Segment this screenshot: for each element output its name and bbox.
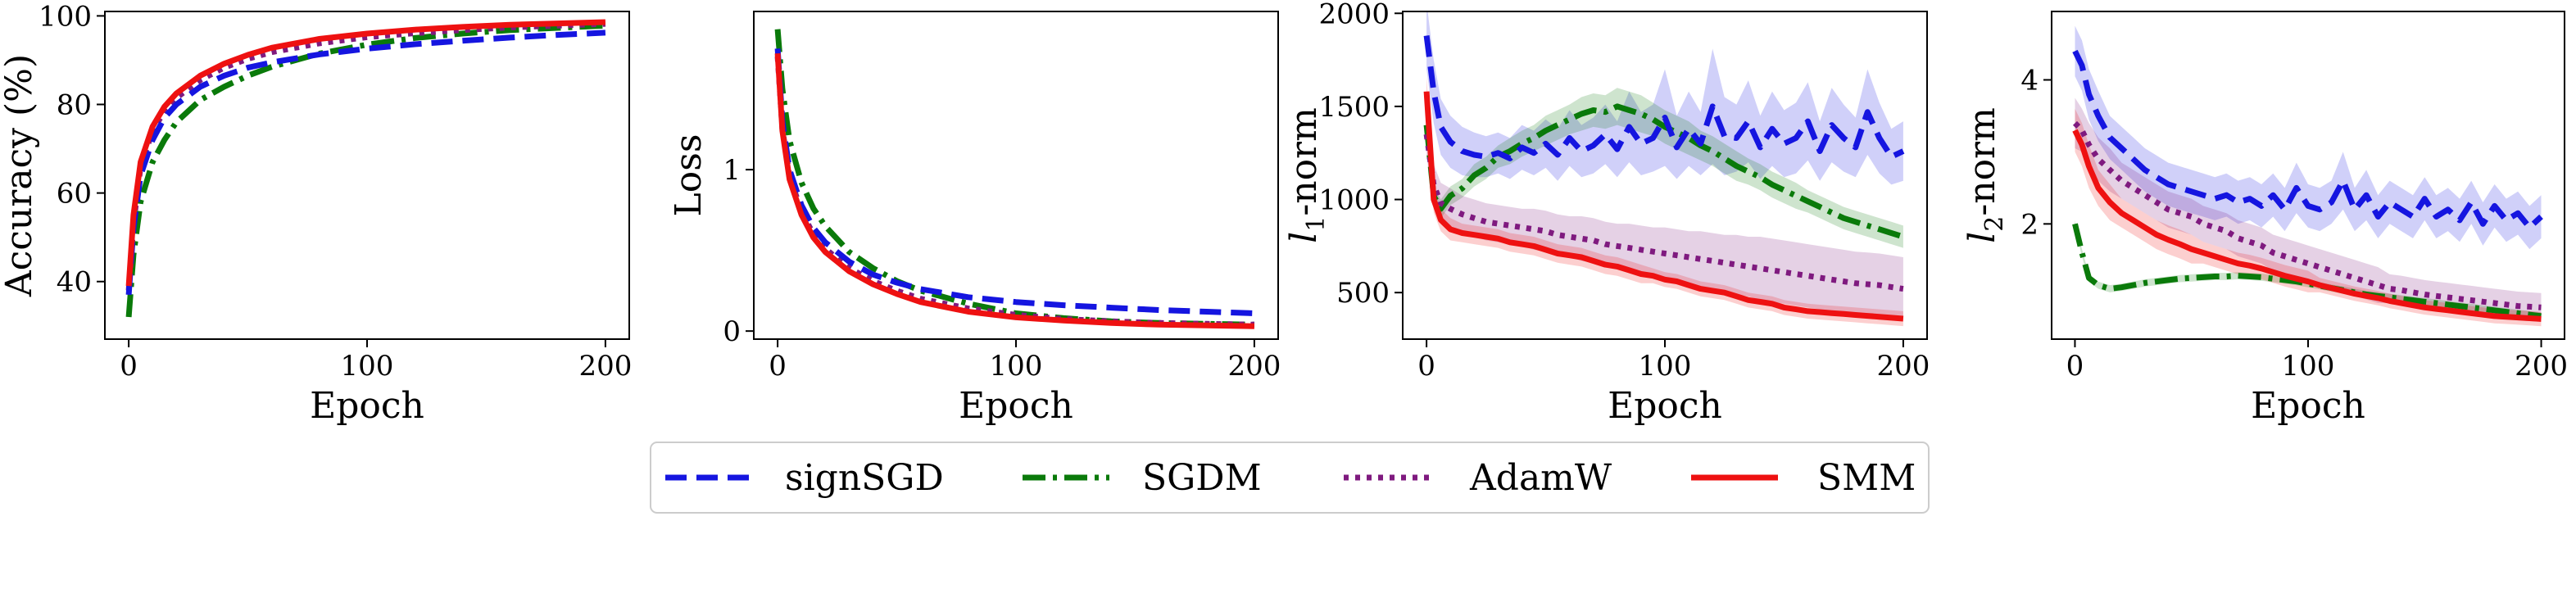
line-AdamW — [774, 56, 1254, 328]
line-SMM — [125, 19, 605, 287]
plot-area — [125, 19, 606, 318]
legend-frame — [650, 442, 1930, 514]
x-tick-label: 0 — [120, 350, 138, 383]
axes-frame — [104, 11, 630, 340]
x-axis-label: Epoch — [1608, 385, 1722, 427]
plot-area — [2072, 25, 2543, 327]
x-axis-label: Epoch — [2251, 385, 2365, 427]
line-signSGD — [774, 48, 1255, 316]
legend-label-AdamW: AdamW — [1469, 457, 1612, 499]
line-SGDM — [1423, 103, 1904, 240]
x-axis-label: Epoch — [310, 385, 424, 427]
x-axis-label: Epoch — [959, 385, 1073, 427]
line-signSGD — [125, 29, 606, 296]
x-tick-label: 200 — [578, 350, 632, 383]
line-signSGD — [2072, 49, 2543, 231]
line-AdamW — [125, 20, 606, 291]
y-axis-label: Loss — [668, 134, 710, 217]
line-signSGD — [1423, 35, 1905, 161]
x-tick-label: 0 — [2066, 350, 2084, 383]
legend-label-SGDM: SGDM — [1142, 457, 1262, 499]
x-tick-label: 200 — [1876, 350, 1930, 383]
line-SMM — [2072, 129, 2542, 322]
y-tick-label: 80 — [57, 89, 92, 122]
x-tick-label: 200 — [1227, 350, 1281, 383]
y-tick-label: 500 — [1336, 277, 1390, 310]
legend-label-signSGD: signSGD — [785, 457, 944, 499]
line-SMM — [774, 52, 1254, 329]
y-tick-label: 1000 — [1318, 184, 1390, 217]
x-tick-label: 100 — [2282, 350, 2335, 383]
x-tick-label: 200 — [2515, 350, 2568, 383]
y-tick-label: 1 — [723, 154, 741, 187]
y-tick-label: 2 — [2020, 208, 2039, 241]
line-AdamW — [2072, 120, 2542, 310]
y-axis-label: Accuracy (%) — [0, 54, 40, 297]
x-tick-label: 0 — [769, 350, 787, 383]
y-tick-label: 40 — [57, 266, 92, 299]
band-AdamW — [1426, 111, 1903, 321]
l2-norm-panel: 0 100 200 2 4 Epoch l2-norm — [1961, 11, 2568, 427]
band-SMM — [1426, 76, 1903, 327]
l1-norm-panel: 0 100 200 500 1000 1500 2000 Epoch l1-norm — [1283, 0, 1930, 427]
y-tick-label: 2000 — [1318, 0, 1390, 30]
x-tick-label: 100 — [990, 350, 1043, 383]
y-tick-label: 0 — [723, 315, 741, 348]
loss-panel: 0 100 200 0 1 Epoch Loss — [668, 11, 1281, 427]
line-SGDM — [774, 29, 1254, 328]
legend-label-SMM: SMM — [1817, 457, 1916, 499]
plot-area — [1423, 11, 1905, 327]
y-tick-label: 60 — [57, 178, 92, 211]
y-axis-label: l1-norm — [1283, 107, 1331, 243]
x-tick-label: 100 — [1639, 350, 1692, 383]
y-axis-label: l2-norm — [1961, 107, 2009, 243]
line-SGDM — [125, 22, 606, 318]
legend: signSGD SGDM AdamW SMM — [650, 442, 1930, 514]
line-AdamW — [1423, 134, 1904, 292]
plot-area — [774, 29, 1255, 329]
axes-frame — [753, 11, 1279, 340]
x-tick-label: 0 — [1417, 350, 1435, 383]
y-tick-label: 100 — [39, 0, 92, 33]
y-tick-label: 4 — [2020, 65, 2039, 97]
x-tick-label: 100 — [341, 350, 394, 383]
line-SMM — [1423, 91, 1904, 322]
y-tick-label: 1500 — [1318, 91, 1390, 124]
